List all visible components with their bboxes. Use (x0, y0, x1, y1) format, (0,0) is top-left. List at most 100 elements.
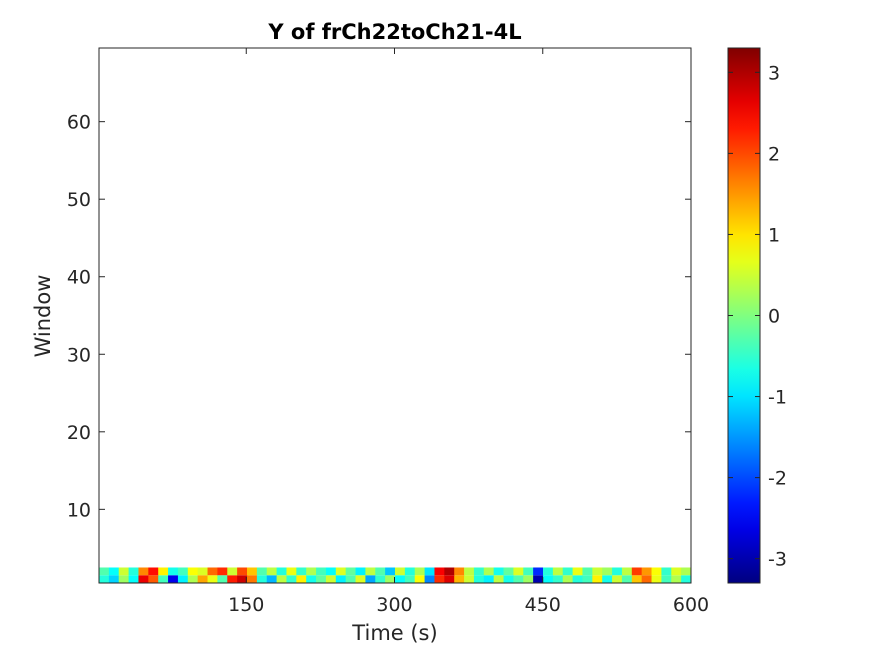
heatmap-cell (296, 575, 307, 583)
heatmap-cell (276, 567, 287, 576)
heatmap-cell (217, 575, 228, 583)
heatmap-cell (365, 575, 376, 583)
heatmap-cell (276, 575, 287, 583)
heatmap-cell (671, 567, 682, 576)
heatmap-cell (651, 567, 662, 576)
heatmap-cell (483, 567, 495, 576)
colorbar (727, 47, 761, 584)
heatmap-cell (454, 567, 465, 576)
y-tick-label: 20 (67, 422, 91, 444)
heatmap-cell (681, 575, 692, 583)
chart-title: Y of frCh22toCh21-4L (267, 20, 521, 44)
heatmap-cell (128, 575, 139, 583)
heatmap-cell (385, 575, 396, 583)
heatmap-cell (473, 567, 485, 576)
heatmap-cell (316, 567, 327, 576)
colorbar-ticks: 3 2 1 0 -1 -2 -3 (728, 62, 787, 571)
heatmap-cell (572, 567, 583, 576)
heatmap-cell (296, 567, 307, 576)
heatmap-cell (187, 567, 199, 576)
heatmap-cell (108, 567, 120, 576)
heatmap-cell (256, 575, 268, 583)
heatmap-cell (335, 575, 347, 583)
heatmap-cell (168, 567, 179, 576)
x-axis-ticks: 150 300 450 600 (228, 48, 709, 616)
heatmap-cell (631, 567, 643, 576)
x-tick-label: 150 (228, 594, 264, 616)
colorbar-tick-label: -2 (768, 468, 787, 490)
heatmap-cell (247, 575, 258, 583)
colorbar-tick-label: 0 (768, 306, 780, 328)
heatmap-cell (207, 575, 218, 583)
heatmap-cell (543, 575, 554, 583)
heatmap-cell (138, 567, 149, 576)
heatmap-cell (286, 567, 297, 576)
heatmap-cell (523, 567, 534, 576)
heatmap-cell (641, 575, 652, 583)
heatmap-cell (207, 567, 218, 576)
colorbar-tick-label: 3 (768, 62, 780, 84)
heatmap-cells (99, 567, 692, 583)
heatmap-cell (148, 575, 159, 583)
heatmap-cell (562, 567, 573, 576)
heatmap-cell (671, 575, 682, 583)
heatmap-cell (237, 567, 248, 576)
heatmap-cell (316, 575, 327, 583)
colorbar-tick-label: 2 (768, 143, 780, 165)
heatmap-cell (247, 567, 258, 576)
y-tick-label: 40 (67, 267, 91, 289)
heatmap-cell (197, 575, 208, 583)
heatmap-cell (572, 575, 583, 583)
heatmap-cell (306, 575, 317, 583)
heatmap-cell (582, 575, 593, 583)
heatmap-cell (562, 575, 573, 583)
heatmap-cell (503, 575, 514, 583)
x-axis-label: Time (s) (351, 621, 437, 645)
heatmap-cell (602, 567, 613, 576)
heatmap-cell (552, 575, 564, 583)
y-axis-ticks: 10 20 30 40 50 60 (67, 112, 691, 521)
heatmap-cell (177, 575, 189, 583)
heatmap-cell (464, 567, 475, 576)
heatmap-cell (286, 575, 297, 583)
x-tick-label: 600 (673, 594, 709, 616)
heatmap-cell (237, 575, 248, 583)
heatmap-cell (99, 575, 110, 583)
heatmap-cell (661, 567, 672, 576)
heatmap-cell (493, 567, 504, 576)
heatmap-cell (385, 567, 396, 576)
heatmap-cell (513, 575, 524, 583)
heatmap-cell (592, 575, 603, 583)
heatmap-cell (612, 567, 623, 576)
colorbar-tick-label: -3 (768, 549, 787, 571)
heatmap-cell (148, 567, 159, 576)
heatmap-cell (365, 567, 376, 576)
y-tick-label: 50 (67, 189, 91, 211)
heatmap-cell (602, 575, 613, 583)
heatmap-cell (582, 567, 593, 576)
heatmap-cell (138, 575, 149, 583)
heatmap-cell (464, 575, 475, 583)
heatmap-cell (227, 567, 238, 576)
heatmap-cell (651, 575, 662, 583)
heatmap-cell (227, 575, 238, 583)
heatmap-cell (197, 567, 208, 576)
plot-area (99, 48, 691, 583)
heatmap-cell (434, 575, 445, 583)
heatmap-cell (523, 575, 534, 583)
x-tick-label: 450 (525, 594, 561, 616)
heatmap-cell (128, 567, 139, 576)
heatmap-cell (108, 575, 120, 583)
heatmap-cell (681, 567, 692, 576)
heatmap-cell (375, 575, 386, 583)
heatmap-cell (187, 575, 199, 583)
heatmap-cell (552, 567, 564, 576)
heatmap-cell (118, 575, 129, 583)
heatmap-cell (404, 567, 416, 576)
heatmap-cell (217, 567, 228, 576)
heatmap-cell (395, 567, 406, 576)
heatmap-cell (375, 567, 386, 576)
heatmap-cell (513, 567, 524, 576)
heatmap-cell (621, 575, 633, 583)
heatmap-cell (345, 567, 356, 576)
